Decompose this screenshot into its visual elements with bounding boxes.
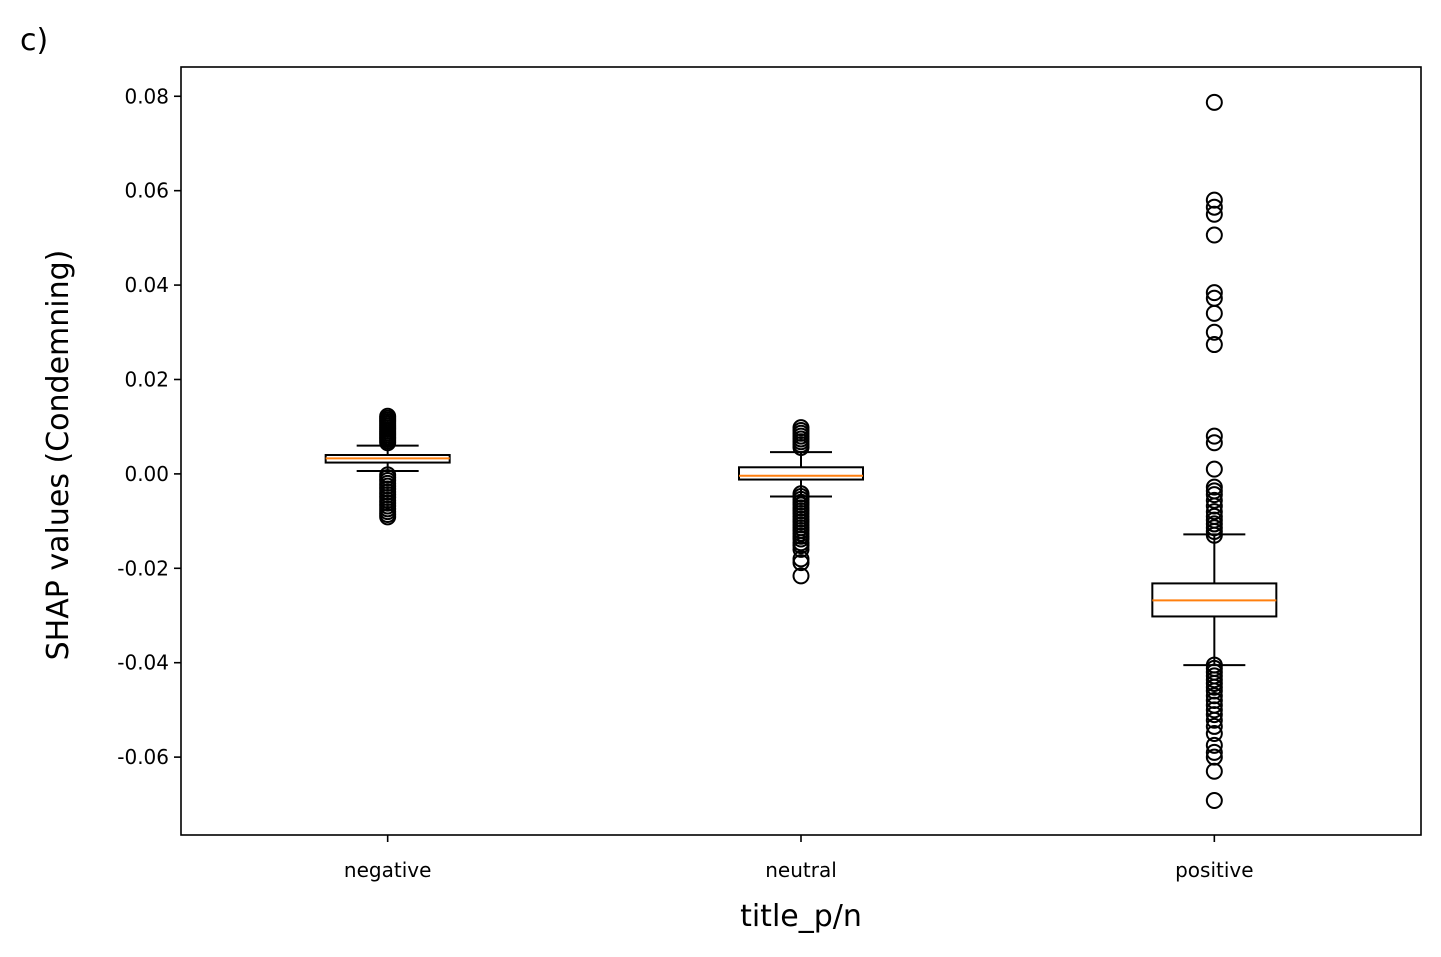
outlier-point [1205,725,1223,743]
box-positive [1151,93,1278,810]
outlier-point [379,434,397,452]
outlier-point [792,438,810,456]
outlier-point [1205,701,1223,719]
y-tick-label: 0.04 [124,273,169,297]
x-tick-label: positive [1175,858,1253,882]
outlier-point [1205,198,1223,216]
outlier-point [1205,706,1223,724]
outlier-point [1205,323,1223,341]
outlier-point [1205,491,1223,509]
box-neutral [738,419,864,585]
outlier-point [1205,736,1223,754]
outlier-point [1205,503,1223,521]
outlier-point [1205,711,1223,729]
outlier-point [1205,205,1223,223]
y-tick-label: 0.06 [124,179,169,203]
outlier-point [1205,526,1223,544]
boxes-group [324,93,1278,810]
outlier-point [1205,93,1223,111]
x-tick-label: neutral [765,858,837,882]
y-tick-label: 0.02 [124,367,169,391]
outlier-point [1205,460,1223,478]
y-tick-label: -0.06 [117,745,169,769]
outlier-point [1205,284,1223,302]
y-tick-label: -0.04 [117,651,169,675]
outlier-point [1205,486,1223,504]
y-tick-label: 0.08 [124,84,169,108]
outlier-point [1205,427,1223,445]
outlier-point [1205,336,1223,354]
outlier-point [1205,762,1223,780]
y-tick-label: -0.02 [117,556,169,580]
outlier-point [1205,743,1223,761]
y-axis-ticks: 0.08 0.06 0.04 0.02 0.00 -0.02 -0.04 -0.06 [117,84,181,769]
outlier-point [379,508,397,526]
panel-label: c) [20,23,48,58]
y-tick-label: 0.00 [124,462,169,486]
axes-frame [180,66,1422,836]
iqr-box [738,466,864,481]
x-axis-title: title_p/n [740,899,862,934]
x-axis-ticks: negative neutral positive [344,835,1254,882]
plot-area: 0.08 0.06 0.04 0.02 0.00 -0.02 -0.04 -0.06 nega… [117,66,1422,882]
outlier-point [1205,717,1223,735]
x-tick-label: negative [344,858,431,882]
outlier-point [792,540,810,558]
outlier-point [1205,226,1223,244]
outlier-point [1205,792,1223,810]
y-axis-title: SHAP values (Condemning) [41,250,76,661]
box-negative [324,407,451,526]
outlier-point [792,554,810,572]
outlier-point [792,567,810,585]
outlier-point [1205,304,1223,322]
outlier-point [1205,434,1223,452]
